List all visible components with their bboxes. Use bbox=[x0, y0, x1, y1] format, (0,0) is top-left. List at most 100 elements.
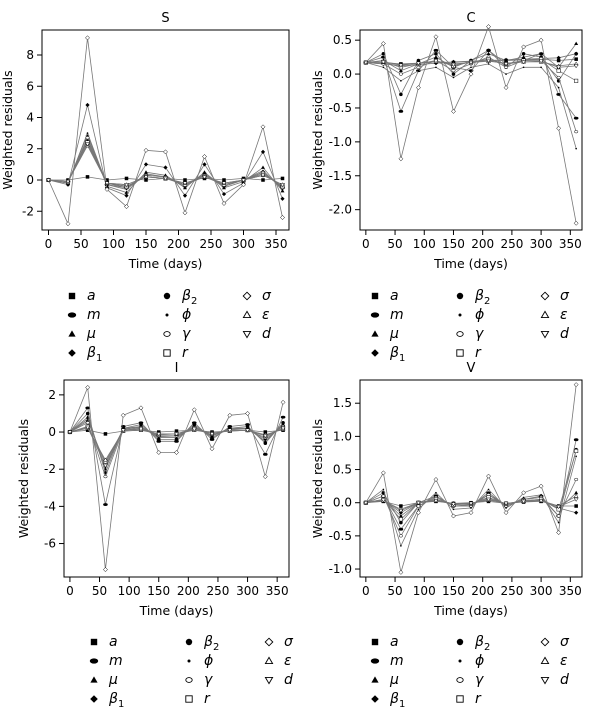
x-tick-label: 300 bbox=[530, 584, 553, 598]
legend-marker bbox=[371, 638, 379, 646]
series-d bbox=[363, 497, 579, 514]
point-marker bbox=[503, 501, 509, 506]
point-marker bbox=[280, 215, 285, 220]
data-point bbox=[574, 490, 579, 495]
point-marker bbox=[417, 69, 420, 72]
x-tick-label: 100 bbox=[413, 237, 436, 251]
point-marker bbox=[85, 142, 90, 147]
point-marker bbox=[399, 504, 403, 508]
plot-frame bbox=[359, 379, 583, 578]
data-point bbox=[556, 65, 562, 70]
y-tick-label: 1.5 bbox=[333, 396, 352, 410]
point-marker bbox=[398, 517, 403, 522]
data-point bbox=[85, 175, 90, 179]
point-marker bbox=[522, 66, 525, 69]
point-marker bbox=[521, 44, 527, 50]
data-point bbox=[65, 221, 71, 227]
point-marker bbox=[222, 178, 226, 182]
legend-item: m bbox=[370, 653, 404, 669]
data-point bbox=[398, 513, 403, 518]
data-point bbox=[85, 102, 90, 108]
point-marker bbox=[67, 430, 73, 435]
point-marker bbox=[264, 440, 267, 443]
point-marker bbox=[573, 116, 579, 120]
data-point bbox=[202, 162, 207, 167]
point-marker bbox=[573, 64, 579, 69]
data-point bbox=[85, 142, 90, 147]
point-marker bbox=[398, 534, 403, 538]
point-marker bbox=[221, 200, 227, 206]
data-point bbox=[210, 435, 214, 440]
point-marker bbox=[124, 193, 129, 198]
series-σ bbox=[363, 24, 579, 226]
data-point bbox=[521, 499, 526, 504]
panel-title: V bbox=[467, 361, 476, 376]
data-point bbox=[85, 421, 90, 425]
y-tick-label: 0.5 bbox=[333, 33, 352, 47]
data-point bbox=[241, 182, 246, 188]
point-marker bbox=[538, 499, 544, 504]
legend-symbol: ϕ bbox=[475, 653, 484, 669]
point-marker bbox=[380, 470, 386, 476]
legend-item: β2 bbox=[163, 288, 197, 307]
point-marker bbox=[174, 429, 179, 433]
point-marker bbox=[85, 35, 90, 41]
point-marker bbox=[416, 65, 421, 69]
data-point bbox=[182, 181, 188, 186]
data-point bbox=[103, 457, 108, 462]
point-marker bbox=[380, 41, 386, 46]
point-marker bbox=[222, 185, 226, 190]
legend-item: r bbox=[163, 345, 189, 361]
legend-symbol: σ bbox=[560, 288, 570, 304]
legend-marker bbox=[540, 637, 550, 647]
data-point bbox=[261, 165, 265, 169]
data-point bbox=[538, 483, 544, 489]
data-point bbox=[86, 418, 89, 420]
legend-label: γ bbox=[204, 672, 213, 688]
point-marker bbox=[227, 428, 233, 433]
legend-marker bbox=[540, 330, 550, 339]
x-tick-label: 0 bbox=[66, 584, 74, 598]
point-marker bbox=[143, 147, 149, 153]
point-marker bbox=[85, 406, 90, 410]
data-point bbox=[486, 497, 491, 502]
point-marker bbox=[380, 498, 386, 503]
data-point bbox=[398, 517, 403, 522]
legend-label: γ bbox=[475, 326, 484, 342]
legend-symbol: r bbox=[204, 691, 211, 707]
legend-subscript: 2 bbox=[213, 642, 219, 653]
legend-item: a bbox=[90, 634, 118, 650]
point-marker bbox=[182, 210, 188, 216]
legend-label: β1 bbox=[108, 691, 124, 710]
legend-item: β2 bbox=[456, 634, 490, 653]
data-point bbox=[103, 503, 108, 506]
data-point bbox=[574, 41, 579, 45]
point-marker bbox=[487, 63, 490, 65]
legend-marker bbox=[540, 310, 550, 319]
legend-label: σ bbox=[284, 634, 294, 650]
legend-item: γ bbox=[163, 326, 191, 342]
x-tick-label: 150 bbox=[442, 237, 465, 251]
data-point bbox=[503, 85, 509, 91]
y-tick-label: -2 bbox=[22, 204, 34, 218]
data-point bbox=[144, 178, 148, 182]
y-tick-label: -2.0 bbox=[329, 203, 352, 217]
legend-label: d bbox=[284, 672, 293, 688]
legend-item: ε bbox=[540, 653, 568, 669]
data-point bbox=[398, 534, 403, 538]
legend-symbol: a bbox=[87, 288, 96, 304]
point-marker bbox=[574, 51, 578, 56]
data-point bbox=[264, 440, 267, 443]
legend-symbol: γ bbox=[475, 326, 484, 342]
data-point bbox=[380, 498, 386, 503]
legend-symbol: σ bbox=[284, 634, 294, 650]
legend-label: a bbox=[390, 288, 399, 304]
legend-label: a bbox=[109, 634, 118, 650]
legend-marker bbox=[90, 638, 98, 646]
data-point bbox=[174, 432, 179, 437]
point-marker bbox=[363, 501, 369, 506]
point-marker bbox=[468, 501, 474, 506]
y-tick-label: 2 bbox=[48, 388, 56, 402]
data-point bbox=[280, 176, 285, 181]
